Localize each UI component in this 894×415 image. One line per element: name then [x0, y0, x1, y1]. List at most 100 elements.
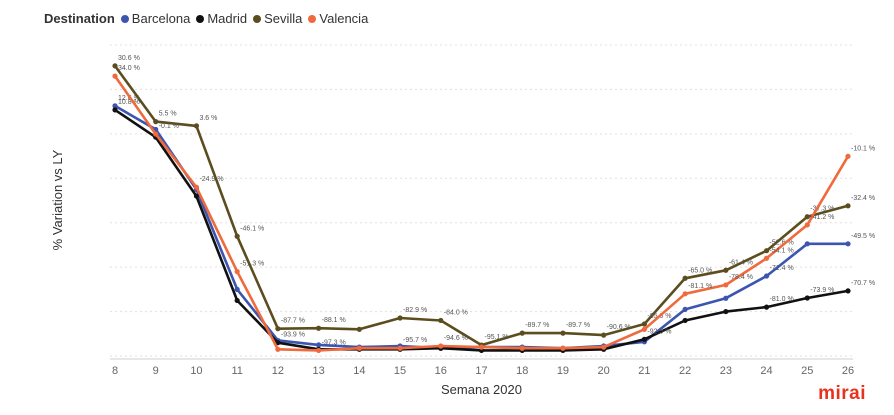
- data-point: [641, 321, 647, 327]
- data-label: -93.9 %: [281, 332, 305, 339]
- x-tick-label: 10: [190, 365, 202, 377]
- data-point: [316, 342, 322, 348]
- data-point: [275, 340, 281, 346]
- data-label: -78.4 %: [729, 274, 753, 281]
- data-label: -32.4 %: [851, 195, 875, 202]
- data-label: -46.1 %: [240, 225, 264, 232]
- data-point: [601, 332, 607, 338]
- data-point: [601, 344, 607, 350]
- data-label: 10.8 %: [118, 99, 140, 106]
- data-point: [234, 286, 240, 292]
- data-point: [804, 214, 810, 220]
- data-point: [723, 295, 729, 301]
- data-point: [153, 119, 159, 125]
- x-tick-label: 15: [394, 365, 406, 377]
- legend-item-madrid[interactable]: Madrid: [196, 11, 247, 26]
- data-point: [519, 330, 525, 336]
- x-tick-label: 11: [231, 365, 242, 377]
- data-point: [845, 153, 851, 159]
- x-axis-title: Semana 2020: [441, 382, 522, 397]
- data-label: -90.6 %: [607, 324, 631, 331]
- x-tick-label: 13: [312, 365, 324, 377]
- data-point: [193, 184, 200, 190]
- data-label: -65.0 %: [688, 267, 712, 274]
- data-point: [763, 255, 770, 261]
- data-label: -61.4 %: [729, 259, 753, 266]
- data-label: -94.6 %: [444, 335, 468, 342]
- data-point: [723, 308, 729, 315]
- data-label: -10.1 %: [851, 145, 875, 152]
- x-tick-label: 16: [435, 365, 447, 377]
- data-point: [438, 343, 444, 349]
- data-point: [763, 273, 770, 279]
- legend-dot-icon: [308, 14, 317, 23]
- x-tick-label: 21: [638, 365, 650, 377]
- data-label: 30.6 %: [118, 55, 140, 62]
- legend-dot-icon: [253, 14, 262, 23]
- data-point: [723, 267, 729, 273]
- x-tick-label: 14: [353, 365, 365, 377]
- x-tick-label: 17: [475, 365, 487, 377]
- data-point: [234, 233, 240, 239]
- data-point: [316, 325, 322, 331]
- x-tick-label: 8: [112, 365, 118, 377]
- series-line-sevilla: [113, 65, 849, 347]
- data-label: -71.4 %: [770, 265, 794, 272]
- data-point: [397, 345, 403, 351]
- legend-item-sevilla[interactable]: Sevilla: [253, 11, 302, 26]
- x-tick-label: 19: [557, 365, 569, 377]
- legend-dot-icon: [120, 14, 129, 23]
- legend-dot-icon: [196, 14, 205, 23]
- data-point: [682, 275, 688, 281]
- data-point: [356, 326, 362, 332]
- data-point: [723, 282, 729, 288]
- data-label: -41.2 %: [810, 214, 834, 221]
- legend-item-valencia[interactable]: Valencia: [308, 11, 368, 26]
- data-label: -24.9 %: [199, 176, 223, 183]
- y-axis-title: % Variation vs LY: [50, 149, 65, 250]
- data-point: [519, 345, 525, 351]
- data-label: -0.1 %: [159, 123, 179, 130]
- data-point: [234, 268, 240, 275]
- data-point: [153, 131, 159, 137]
- data-point: [560, 330, 566, 336]
- x-tick-label: 9: [153, 365, 159, 377]
- data-point: [275, 326, 281, 332]
- data-point: [234, 297, 240, 304]
- data-point: [193, 193, 200, 199]
- data-label: -82.9 %: [403, 307, 427, 314]
- legend-title: Destination: [44, 11, 115, 26]
- data-label: -52.6 %: [770, 240, 794, 247]
- legend-label: Barcelona: [131, 11, 191, 26]
- data-label: -92.5 %: [647, 328, 671, 335]
- data-label: -81.1 %: [688, 283, 712, 290]
- mirai-logo: mirai: [818, 383, 866, 404]
- x-tick-label: 12: [272, 365, 284, 377]
- data-point: [397, 315, 403, 321]
- data-point: [112, 103, 118, 109]
- data-point: [804, 241, 810, 247]
- data-point: [682, 317, 688, 324]
- x-tick-label: 22: [679, 365, 691, 377]
- legend-item-barcelona[interactable]: Barcelona: [120, 11, 191, 26]
- data-label: -89.7 %: [566, 322, 590, 329]
- data-point: [356, 345, 362, 351]
- data-label: -81.0 %: [770, 296, 794, 303]
- x-tick-label: 23: [720, 365, 732, 377]
- data-label: -89.7 %: [525, 322, 549, 329]
- data-label: -95.7 %: [403, 337, 427, 344]
- data-point: [763, 304, 770, 310]
- data-label: -95.1 %: [485, 334, 509, 341]
- data-point: [560, 345, 566, 351]
- data-point: [112, 63, 118, 69]
- x-tick-label: 24: [760, 365, 772, 377]
- data-point: [275, 346, 281, 352]
- data-point: [682, 306, 688, 312]
- legend-label: Sevilla: [264, 11, 303, 26]
- data-point: [478, 344, 485, 350]
- data-label: -49.5 %: [851, 233, 875, 240]
- data-label: -51.3 %: [240, 261, 264, 268]
- x-tick-label: 25: [801, 365, 813, 377]
- series-line-madrid: [114, 108, 849, 352]
